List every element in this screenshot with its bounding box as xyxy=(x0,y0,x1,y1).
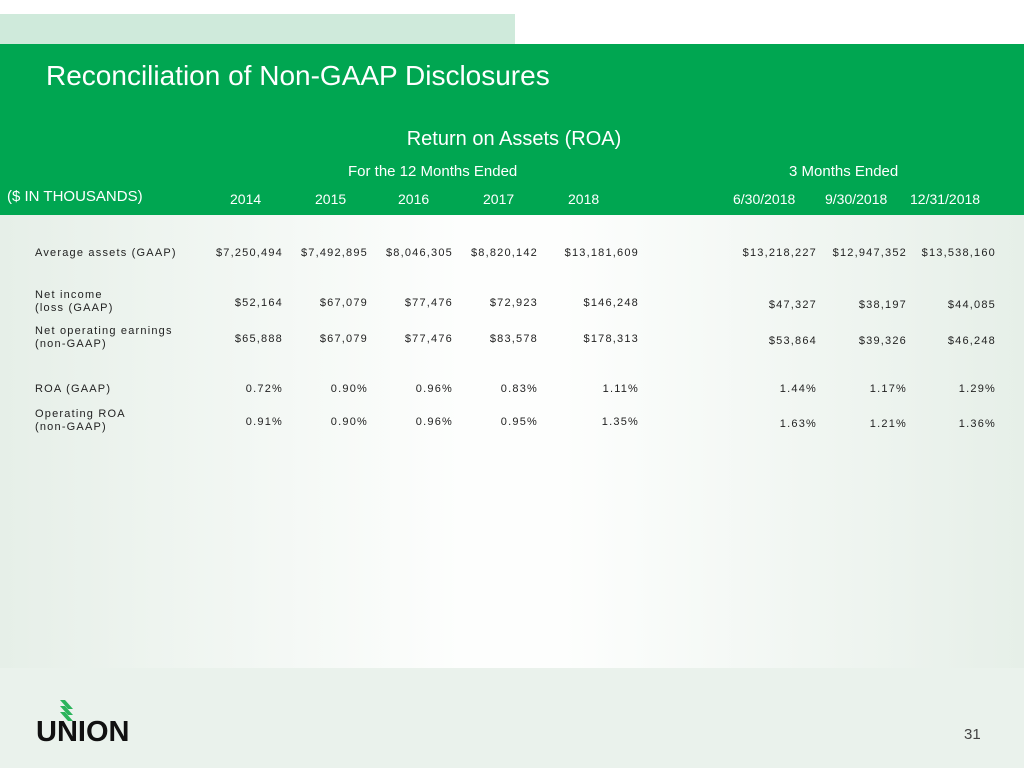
page-title: Reconciliation of Non-GAAP Disclosures xyxy=(46,60,550,91)
table-cell: 1.29% xyxy=(958,383,996,395)
table-cell: $44,085 xyxy=(947,299,996,311)
table-cell: $13,538,160 xyxy=(921,247,996,259)
row-label-line: ROA (GAAP) xyxy=(35,383,112,395)
table-cell: 1.35% xyxy=(601,416,639,428)
table-cell: $72,923 xyxy=(489,297,538,309)
column-header: 2017 xyxy=(483,191,515,207)
row-label-line: Net income xyxy=(35,289,103,301)
table-cell: 1.17% xyxy=(869,383,907,395)
table-cell: $67,079 xyxy=(319,333,368,345)
table-cell: $67,079 xyxy=(319,297,368,309)
content-background xyxy=(0,215,1024,668)
row-label: Operating ROA (non-GAAP) xyxy=(35,408,126,434)
table-cell: $77,476 xyxy=(404,333,453,345)
table-cell: $52,164 xyxy=(234,297,283,309)
table-cell: $39,326 xyxy=(858,335,907,347)
row-label-line: Operating ROA xyxy=(35,408,126,420)
table-cell: $13,218,227 xyxy=(742,247,817,259)
group-header-3-months: 3 Months Ended xyxy=(789,163,899,180)
table-cell: $8,046,305 xyxy=(385,247,453,259)
table-cell: $13,181,609 xyxy=(564,247,639,259)
table-cell: 0.90% xyxy=(330,416,368,428)
svg-text:UNION: UNION xyxy=(36,716,129,744)
row-label-line: Average assets (GAAP) xyxy=(35,247,177,259)
page-number: 31 xyxy=(964,726,981,743)
table-cell: $77,476 xyxy=(404,297,453,309)
row-label-line: (non-GAAP) xyxy=(35,421,107,433)
table-cell: $8,820,142 xyxy=(470,247,538,259)
header-band xyxy=(0,44,1024,215)
column-header: 2015 xyxy=(315,191,347,207)
table-cell: 1.63% xyxy=(779,418,817,430)
row-label: Net operating earnings (non-GAAP) xyxy=(35,325,173,351)
union-logo: UNION xyxy=(36,700,146,749)
header-accent-strip xyxy=(0,14,515,44)
table-cell: $146,248 xyxy=(583,297,639,309)
column-header: 2018 xyxy=(568,191,600,207)
row-label: ROA (GAAP) xyxy=(35,383,111,396)
column-header: 2016 xyxy=(398,191,430,207)
table-cell: 1.21% xyxy=(869,418,907,430)
table-cell: $46,248 xyxy=(947,335,996,347)
table-title: Return on Assets (ROA) xyxy=(406,128,622,150)
table-cell: 0.90% xyxy=(330,383,368,395)
group-header-12-months: For the 12 Months Ended xyxy=(348,163,518,180)
table-cell: $65,888 xyxy=(234,333,283,345)
table-cell: 0.83% xyxy=(500,383,538,395)
table-cell: 0.96% xyxy=(415,416,453,428)
table-cell: 1.11% xyxy=(602,383,639,395)
table-cell: $7,492,895 xyxy=(300,247,368,259)
table-cell: 0.95% xyxy=(500,416,538,428)
table-cell: $47,327 xyxy=(768,299,817,311)
table-cell: $12,947,352 xyxy=(832,247,907,259)
table-cell: 0.91% xyxy=(245,416,283,428)
table-cell: $53,864 xyxy=(768,335,817,347)
column-header: 12/31/2018 xyxy=(910,191,981,207)
table-cell: $38,197 xyxy=(858,299,907,311)
table-cell: 0.72% xyxy=(245,383,283,395)
column-header: 9/30/2018 xyxy=(825,191,888,207)
row-label-line: (non-GAAP) xyxy=(35,338,107,350)
table-cell: $83,578 xyxy=(489,333,538,345)
column-header: 6/30/2018 xyxy=(733,191,796,207)
row-label: Net income (loss (GAAP) xyxy=(35,289,114,315)
units-label: ($ IN THOUSANDS) xyxy=(7,188,143,205)
row-label-line: Net operating earnings xyxy=(35,325,173,337)
table-cell: $7,250,494 xyxy=(215,247,283,259)
row-label-line: (loss (GAAP) xyxy=(35,302,114,314)
table-cell: $178,313 xyxy=(583,333,639,345)
table-cell: 0.96% xyxy=(415,383,453,395)
footer xyxy=(0,668,1024,768)
table-cell: 1.44% xyxy=(779,383,817,395)
table-cell: 1.36% xyxy=(958,418,996,430)
row-label: Average assets (GAAP) xyxy=(35,247,177,260)
column-header: 2014 xyxy=(230,191,262,207)
